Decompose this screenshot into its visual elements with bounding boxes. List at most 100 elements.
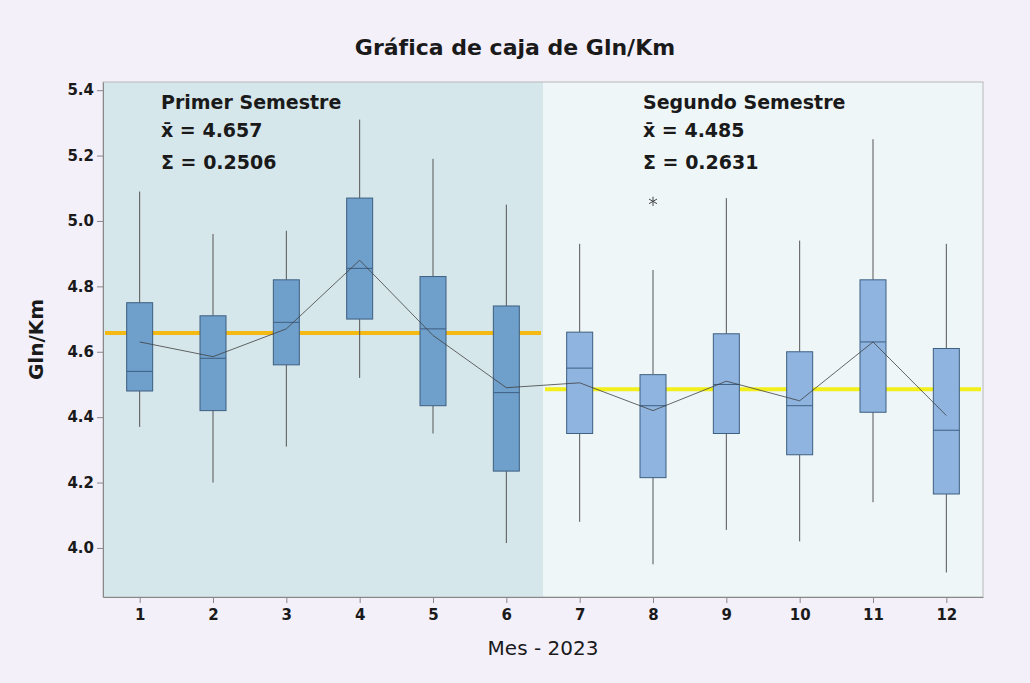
x-tick-mark (286, 597, 287, 603)
lower-whisker (579, 434, 580, 522)
x-tick-label: 8 (648, 606, 658, 624)
box-iqr (127, 303, 153, 391)
x-tick-mark (946, 597, 947, 603)
box (273, 231, 299, 447)
mean-line (140, 260, 947, 415)
y-tick-mark (97, 352, 103, 353)
x-tick-mark (140, 597, 141, 603)
y-tick-mark (97, 417, 103, 418)
semester-sigma-label: Σ = 0.2506 (161, 151, 276, 173)
semester-mean-line (105, 331, 541, 335)
x-tick-label: 6 (502, 606, 512, 624)
box (420, 159, 446, 434)
median (273, 322, 299, 323)
x-axis-title: Mes - 2023 (488, 636, 599, 660)
upper-whisker (286, 231, 287, 280)
x-tick-mark (653, 597, 654, 603)
semester-name: Segundo Semestre (643, 91, 845, 113)
semester-sigma-label: Σ = 0.2631 (643, 151, 758, 173)
median (493, 392, 519, 393)
box-iqr (493, 306, 519, 471)
median (127, 371, 153, 372)
y-tick-label: 4.6 (67, 343, 94, 361)
x-tick-mark (360, 597, 361, 603)
x-tick-mark (433, 597, 434, 603)
lower-whisker (139, 391, 140, 427)
y-tick-label: 4.8 (67, 278, 94, 296)
x-tick: 3 (282, 597, 292, 624)
upper-whisker (139, 192, 140, 303)
y-tick: 5.4 (67, 81, 103, 99)
x-tick-label: 1 (135, 606, 145, 624)
lower-whisker (213, 411, 214, 483)
y-tick: 4.8 (67, 278, 103, 296)
lower-whisker (873, 412, 874, 502)
box-iqr (273, 280, 299, 365)
x-axis: 123456789101112 (104, 597, 984, 624)
x-tick-label: 3 (282, 606, 292, 624)
x-tick-label: 5 (428, 606, 438, 624)
median (933, 430, 959, 431)
x-axis-line (104, 597, 984, 598)
semester-mean-label: x̄ = 4.485 (643, 119, 745, 141)
x-tick: 10 (790, 597, 811, 624)
y-axis: 4.0 4.2 4.4 4.6 4.8 5.0 5.2 5.4 (67, 81, 103, 597)
y-tick-mark (97, 90, 103, 91)
semester-mean-label: x̄ = 4.657 (161, 119, 263, 141)
y-tick-label: 5.0 (67, 212, 94, 230)
x-tick-label: 2 (208, 606, 218, 624)
y-axis-title: Gln/Km (24, 299, 48, 380)
chart: 4.04.24.44.64.85.05.25.4123456789101112G… (0, 0, 1030, 683)
x-tick-mark (213, 597, 214, 603)
x-tick-mark (726, 597, 727, 603)
box (200, 234, 226, 483)
lower-whisker (359, 319, 360, 378)
y-tick: 4.6 (67, 343, 103, 361)
upper-whisker (213, 234, 214, 316)
box (640, 197, 666, 565)
upper-whisker (359, 120, 360, 198)
x-tick-label: 12 (936, 606, 957, 624)
box (933, 244, 959, 573)
y-tick: 5.2 (67, 147, 103, 165)
y-tick-mark (97, 156, 103, 157)
outlier (649, 197, 657, 206)
upper-whisker (433, 159, 434, 277)
y-tick-label: 5.2 (67, 147, 94, 165)
box-iqr (860, 280, 886, 412)
y-tick-label: 4.0 (67, 539, 94, 557)
median (420, 328, 446, 329)
y-tick: 4.4 (67, 408, 103, 426)
semester-region (103, 82, 543, 597)
box (713, 198, 739, 530)
y-tick-mark (97, 548, 103, 549)
x-tick: 2 (208, 597, 218, 624)
box-iqr (640, 375, 666, 478)
x-tick-mark (580, 597, 581, 603)
marks (105, 120, 981, 573)
lower-whisker (653, 478, 654, 565)
semester-region (543, 82, 983, 597)
upper-whisker (799, 241, 800, 352)
box-iqr (420, 277, 446, 406)
x-tick: 8 (648, 597, 658, 624)
upper-whisker (726, 198, 727, 334)
lower-whisker (506, 471, 507, 543)
y-tick-mark (97, 483, 103, 484)
semester-name: Primer Semestre (161, 91, 341, 113)
median (787, 405, 813, 406)
lower-whisker (433, 406, 434, 434)
x-tick-label: 9 (722, 606, 732, 624)
box (493, 205, 519, 543)
x-tick: 6 (502, 597, 512, 624)
x-tick-label: 4 (355, 606, 365, 624)
x-tick-mark (800, 597, 801, 603)
box-iqr (787, 352, 813, 455)
box-iqr (933, 348, 959, 494)
x-tick-label: 11 (863, 606, 884, 624)
x-tick-label: 10 (790, 606, 811, 624)
lower-whisker (946, 494, 947, 572)
median (640, 405, 666, 406)
lower-whisker (799, 455, 800, 542)
y-tick: 4.2 (67, 474, 103, 492)
